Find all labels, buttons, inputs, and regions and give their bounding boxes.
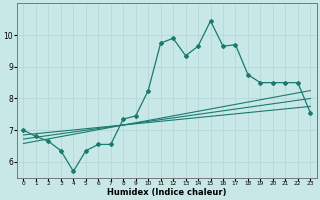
X-axis label: Humidex (Indice chaleur): Humidex (Indice chaleur) bbox=[107, 188, 227, 197]
